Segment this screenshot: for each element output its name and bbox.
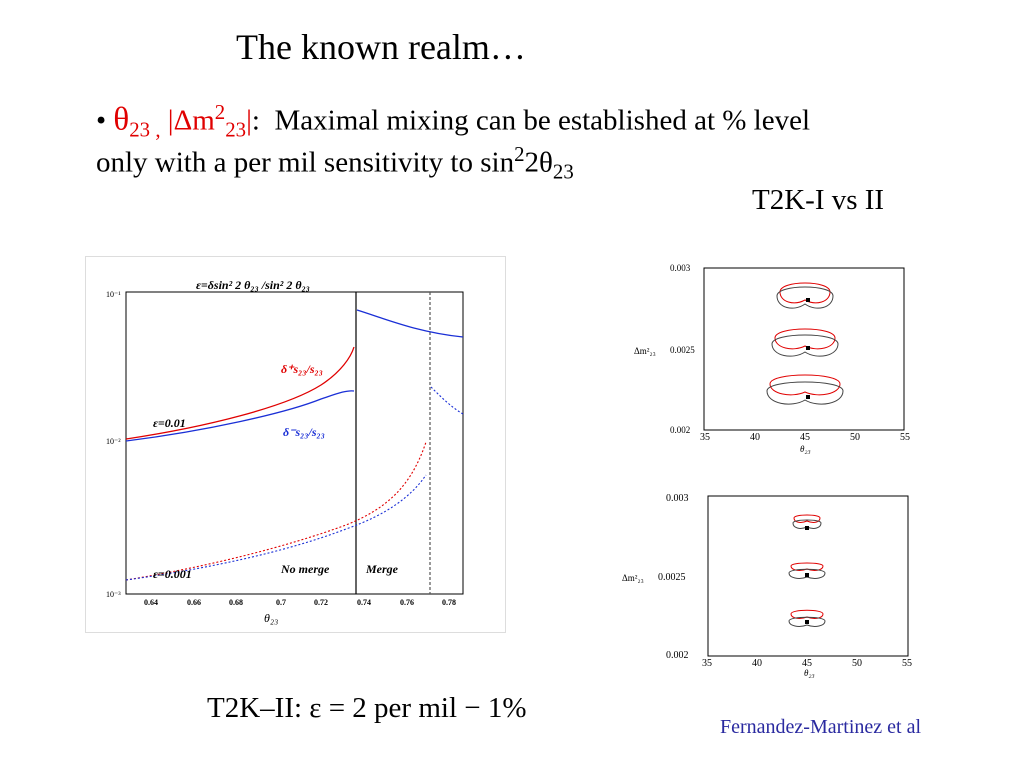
theta-symbol: θ <box>113 101 130 138</box>
plot-a-x-tick-3: 50 <box>850 432 860 443</box>
x-tick-2: 0.68 <box>229 598 243 607</box>
plot-a-y-tick-2: 0.002 <box>670 425 690 435</box>
plot-frame <box>125 291 464 595</box>
plot-b-x-tick-4: 55 <box>902 658 912 669</box>
plot-a-y-tick-1: 0.0025 <box>670 345 695 355</box>
contour-b-red-1 <box>793 514 821 523</box>
label-eps2: ε=0.001 <box>153 567 192 581</box>
contour-red-2 <box>774 328 836 350</box>
curve-dminus-eps2 <box>125 474 427 581</box>
plot-a-frame <box>703 267 905 431</box>
contour-plot-t2k-1: 0.003 0.0025 0.002 Δm²₂₃ 35 40 45 50 55 … <box>620 258 950 458</box>
plot-a-x-tick-0: 35 <box>700 432 710 443</box>
plot-a-y-tick-0: 0.003 <box>670 263 691 273</box>
contour-black-2 <box>771 334 839 357</box>
plot-a-x-tick-4: 55 <box>900 432 910 443</box>
label-dminus: δ⁻s₂₃/s₂₃ <box>283 425 325 439</box>
credit-text: Fernandez-Martinez et al <box>720 716 922 738</box>
contour-plot-t2k-2: 0.003 0.0025 0.002 Δm²₂₃ 35 40 45 50 55 … <box>608 488 948 678</box>
contour-red-3 <box>769 374 841 396</box>
x-tick-0: 0.64 <box>144 598 158 607</box>
contour-black-3 <box>766 381 844 405</box>
plot-b-x-label: θ₂₃ <box>804 668 815 678</box>
x-tick-7: 0.78 <box>442 598 456 607</box>
plot-header: ε=δsin² 2 θ₂₃ /sin² 2 θ₂₃ <box>196 278 310 292</box>
y-tick-1: 10⁻² <box>106 437 121 446</box>
plot-b-frame <box>707 495 909 657</box>
contour-plot-t2k-1-svg: 0.003 0.0025 0.002 Δm²₂₃ 35 40 45 50 55 … <box>634 263 910 454</box>
t2k-ii-formula: T2K–II: ε = 2 per mil − 1% <box>207 692 527 724</box>
y-tick-2: 10⁻³ <box>106 590 121 599</box>
bullet-line-2: only with a per mil sensitivity to sin22… <box>96 142 574 184</box>
sensitivity-plot-svg: ε=δsin² 2 θ₂₃ /sin² 2 θ₂₃ 10⁻¹ 10⁻² 10⁻³… <box>106 278 464 625</box>
x-tick-5: 0.74 <box>357 598 371 607</box>
colon: : <box>251 104 260 137</box>
plot-b-x-tick-0: 35 <box>702 658 712 669</box>
delta-m-sub: 23 <box>225 117 247 142</box>
best-fit-point-3 <box>806 395 810 399</box>
sensitivity-plot: ε=δsin² 2 θ₂₃ /sin² 2 θ₂₃ 10⁻¹ 10⁻² 10⁻³… <box>85 256 506 633</box>
x-tick-3: 0.7 <box>276 598 286 607</box>
x-tick-1: 0.66 <box>187 598 201 607</box>
plot-a-x-tick-2: 45 <box>800 432 810 443</box>
t2k-comparison-label: T2K-I vs II <box>752 184 885 216</box>
label-dplus: δ⁺s₂₃/s₂₃ <box>281 362 323 376</box>
best-fit-b-3 <box>805 620 809 624</box>
plot-b-y-tick-0: 0.003 <box>666 493 689 504</box>
delta-m-label: |Δm <box>167 104 215 137</box>
contour-b-black-2 <box>788 568 826 579</box>
x-tick-4: 0.72 <box>314 598 328 607</box>
label-eps1: ε=0.01 <box>153 416 186 430</box>
plot-a-x-label: θ₂₃ <box>800 444 811 454</box>
x-tick-6: 0.76 <box>400 598 414 607</box>
theta-sub: 23 <box>552 159 574 184</box>
curve-dminus-eps1 <box>125 390 355 442</box>
best-fit-point-2 <box>806 346 810 350</box>
x-axis-label: θ₂₃ <box>264 611 278 625</box>
contour-red-1 <box>779 282 831 304</box>
plot-a-y-label: Δm²₂₃ <box>634 346 656 356</box>
theta-subscript: 23 , <box>129 117 161 142</box>
curve-merge-eps1 <box>356 309 464 338</box>
delta-m-sup: 2 <box>214 100 226 124</box>
plot-b-y-tick-2: 0.002 <box>666 650 689 661</box>
contour-b-black-3 <box>788 616 826 627</box>
abs-bar: | <box>246 104 252 137</box>
contour-plot-t2k-2-svg: 0.003 0.0025 0.002 Δm²₂₃ 35 40 45 50 55 … <box>622 493 912 678</box>
bullet-text-2: only with a per mil sensitivity to sin <box>96 146 515 179</box>
bullet-text-3: 2θ <box>524 146 553 179</box>
bullet-marker: • <box>96 104 107 137</box>
curve-dplus-eps2 <box>125 441 427 581</box>
bullet-text-1: Maximal mixing can be established at % l… <box>274 104 811 137</box>
label-merge: Merge <box>365 562 399 576</box>
best-fit-b-1 <box>805 526 809 530</box>
contour-b-black-1 <box>792 519 822 529</box>
label-nomerge: No merge <box>280 562 330 576</box>
y-tick-0: 10⁻¹ <box>106 290 121 299</box>
plot-b-x-tick-2: 45 <box>802 658 812 669</box>
plot-a-x-tick-1: 40 <box>750 432 760 443</box>
sin-sup: 2 <box>514 142 525 166</box>
slide-title: The known realm… <box>236 27 526 67</box>
best-fit-point-1 <box>806 298 810 302</box>
best-fit-b-2 <box>805 573 809 577</box>
bullet-line-1: • θ23 , |Δm223|: Maximal mixing can be e… <box>96 100 810 142</box>
curve-dplus-eps1 <box>125 346 355 440</box>
plot-b-y-tick-1: 0.0025 <box>658 572 686 583</box>
contour-black-1 <box>776 286 834 309</box>
curve-merge-eps2 <box>430 386 464 415</box>
plot-b-y-label: Δm²₂₃ <box>622 573 644 583</box>
plot-b-x-tick-3: 50 <box>852 658 862 669</box>
plot-b-x-tick-1: 40 <box>752 658 762 669</box>
